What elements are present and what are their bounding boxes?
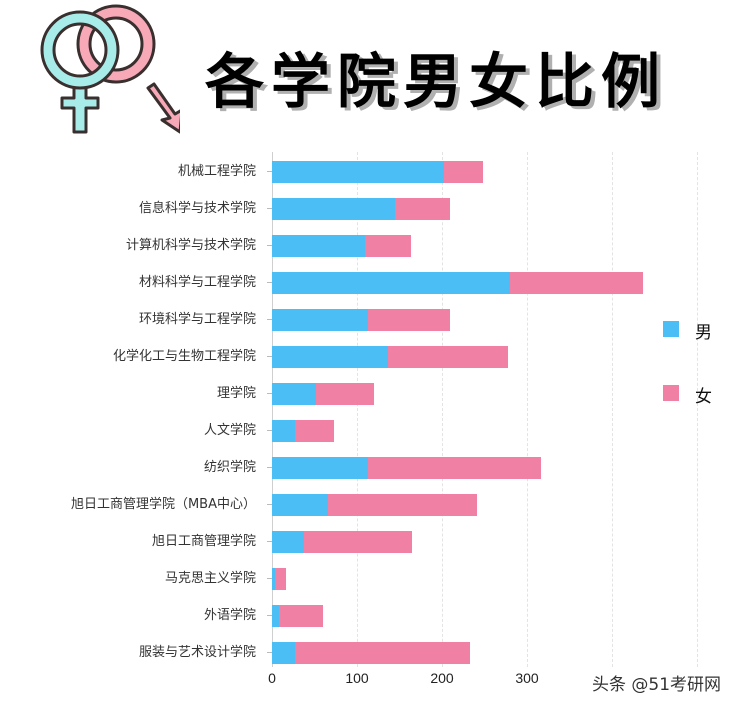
axis-tick <box>267 393 272 394</box>
axis-tick <box>267 319 272 320</box>
axis-tick <box>267 430 272 431</box>
axis-tick <box>267 282 272 283</box>
axis-tick <box>267 208 272 209</box>
axis-tick <box>267 652 272 653</box>
bar-row: 理学院 <box>0 383 747 405</box>
bar-row: 计算机科学与技术学院 <box>0 235 747 257</box>
bar-row: 外语学院 <box>0 605 747 627</box>
bar-female <box>510 272 643 294</box>
x-tick-label: 200 <box>430 670 454 686</box>
bar-row: 纺织学院 <box>0 457 747 479</box>
category-label: 环境科学与工程学院 <box>138 312 256 327</box>
bar-row: 人文学院 <box>0 420 747 442</box>
legend-label: 男 <box>695 323 712 343</box>
bar-female <box>395 198 450 220</box>
bar-row: 旭日工商管理学院（MBA中心） <box>0 494 747 516</box>
page-title: 各学院男女比例 <box>205 47 668 116</box>
bar-female <box>294 642 471 664</box>
bar-male <box>272 161 444 183</box>
bar-female <box>368 309 450 331</box>
axis-tick <box>267 615 272 616</box>
bar-row: 服装与艺术设计学院 <box>0 642 747 664</box>
bar-female <box>316 383 374 405</box>
watermark: 头条 @51考研网 <box>592 675 722 695</box>
x-tick-label: 0 <box>268 670 276 686</box>
category-label: 旭日工商管理学院 <box>151 534 256 549</box>
bar-male <box>272 457 369 479</box>
category-label: 材料科学与工程学院 <box>138 275 256 290</box>
bar-male <box>272 383 317 405</box>
bar-male <box>272 420 295 442</box>
gridline <box>697 152 698 667</box>
bar-female <box>443 161 483 183</box>
bar-male <box>272 198 396 220</box>
gridline <box>527 152 528 667</box>
bar-male <box>272 568 276 590</box>
category-label: 化学化工与生物工程学院 <box>112 349 256 364</box>
x-tick-label: 100 <box>345 670 369 686</box>
bar-male <box>272 235 365 257</box>
bar-male <box>272 605 279 627</box>
gender-symbols-icon <box>40 4 180 134</box>
y-axis-line <box>272 152 273 667</box>
bar-row: 材料科学与工程学院 <box>0 272 747 294</box>
axis-tick <box>267 171 272 172</box>
bar-female <box>388 346 509 368</box>
bar-row: 环境科学与工程学院 <box>0 309 747 331</box>
bar-row: 旭日工商管理学院 <box>0 531 747 553</box>
bar-female <box>364 235 412 257</box>
axis-tick <box>267 467 272 468</box>
axis-tick <box>267 504 272 505</box>
gridline <box>612 152 613 667</box>
bar-row: 马克思主义学院 <box>0 568 747 590</box>
bar-female <box>278 605 323 627</box>
bar-female <box>294 420 335 442</box>
category-label: 人文学院 <box>203 423 256 438</box>
category-label: 纺织学院 <box>203 460 256 475</box>
x-tick-label: 300 <box>515 670 539 686</box>
category-label: 马克思主义学院 <box>164 571 256 586</box>
axis-tick <box>267 578 272 579</box>
axis-tick <box>267 541 272 542</box>
category-label: 机械工程学院 <box>177 164 256 179</box>
category-label: 计算机科学与技术学院 <box>125 238 256 253</box>
bar-female <box>328 494 477 516</box>
category-label: 理学院 <box>216 386 256 401</box>
category-label: 信息科学与技术学院 <box>138 201 256 216</box>
bar-male <box>272 346 389 368</box>
axis-tick <box>267 356 272 357</box>
bar-row: 化学化工与生物工程学院 <box>0 346 747 368</box>
legend-label: 女 <box>695 387 712 407</box>
bar-male <box>272 494 329 516</box>
bar-female <box>304 531 413 553</box>
category-label: 旭日工商管理学院（MBA中心） <box>70 497 256 512</box>
bar-male <box>272 272 510 294</box>
bar-male <box>272 309 369 331</box>
bar-row: 信息科学与技术学院 <box>0 198 747 220</box>
gridline <box>442 152 443 667</box>
category-label: 服装与艺术设计学院 <box>138 645 256 660</box>
bar-male <box>272 642 295 664</box>
bar-male <box>272 531 305 553</box>
gridline <box>357 152 358 667</box>
legend-swatch-female <box>663 385 679 401</box>
legend-swatch-male <box>663 321 679 337</box>
bar-female <box>275 568 286 590</box>
axis-tick <box>267 245 272 246</box>
bar-female <box>368 457 541 479</box>
bar-row: 机械工程学院 <box>0 161 747 183</box>
category-label: 外语学院 <box>203 608 256 623</box>
